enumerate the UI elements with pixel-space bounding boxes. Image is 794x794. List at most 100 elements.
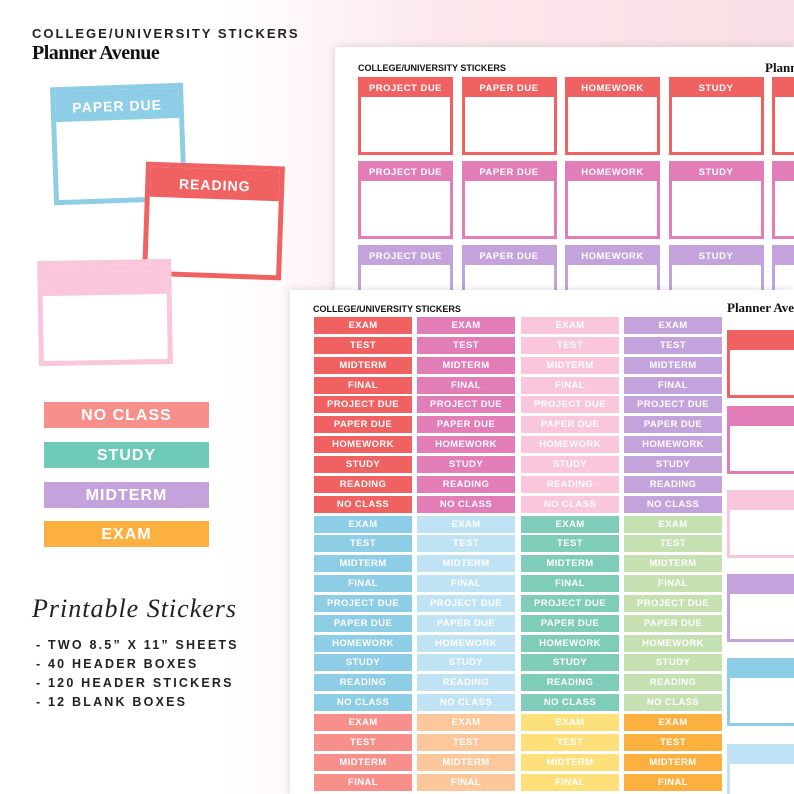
label-sticker: STUDY xyxy=(624,654,722,672)
label-sticker: MIDTERM xyxy=(44,482,209,508)
label-sticker: EXAM xyxy=(624,714,722,731)
label-sticker: NO CLASS xyxy=(417,694,515,712)
sticker-box xyxy=(772,77,794,155)
blank-box-band xyxy=(730,333,794,350)
sticker-box-label: HOMEWORK xyxy=(568,164,657,181)
sticker-box-label: PAPER DUE xyxy=(464,80,554,97)
label-sticker: TEST xyxy=(624,733,722,751)
label-sticker: PAPER DUE xyxy=(624,416,722,434)
label-sticker: TEST xyxy=(314,336,412,354)
label-sticker: READING xyxy=(417,674,515,692)
sticker-box: HOMEWORK xyxy=(565,77,660,155)
blank-box xyxy=(727,490,794,558)
label-sticker: TEST xyxy=(417,733,515,751)
sticker-box-label: PAPER DUE xyxy=(464,248,554,265)
sheet-title: COLLEGE/UNIVERSITY STICKERS xyxy=(358,63,506,73)
label-sticker: READING xyxy=(624,674,722,692)
label-sticker: STUDY xyxy=(521,455,619,473)
blank-box xyxy=(727,574,794,642)
label-sticker: EXAM xyxy=(314,714,412,731)
label-sticker: TEST xyxy=(314,733,412,751)
label-sticker: EXAM xyxy=(417,317,515,334)
label-sticker: NO CLASS xyxy=(521,694,619,712)
label-sticker: FINAL xyxy=(624,575,722,593)
sticker-box-label: STUDY xyxy=(671,248,761,265)
sticker-box: HOMEWORK xyxy=(565,161,660,239)
label-sticker: TEST xyxy=(314,535,412,553)
label-sticker: FINAL xyxy=(417,376,515,394)
label-sticker: READING xyxy=(314,674,412,692)
label-sticker: MIDTERM xyxy=(624,555,722,573)
label-sticker: HOMEWORK xyxy=(521,436,619,454)
sticker-box: PAPER DUE xyxy=(461,77,557,155)
label-sticker: TEST xyxy=(521,535,619,553)
label-sticker: PAPER DUE xyxy=(417,416,515,434)
label-sticker: PROJECT DUE xyxy=(624,396,722,414)
label-sticker: NO CLASS xyxy=(417,495,515,513)
label-sticker: FINAL xyxy=(521,376,619,394)
label-sticker: READING xyxy=(521,475,619,493)
label-sticker: FINAL xyxy=(624,773,722,791)
sheet-preview: COLLEGE/UNIVERSITY STICKERS Planner Aven… xyxy=(290,290,794,794)
label-sticker: EXAM xyxy=(417,714,515,731)
label-sticker: NO CLASS xyxy=(44,402,209,428)
feature: - 12 BLANK BOXES xyxy=(36,695,188,709)
label-sticker: NO CLASS xyxy=(314,694,412,712)
blank-box xyxy=(727,330,794,398)
label-sticker: STUDY xyxy=(44,442,209,468)
label-sticker: READING xyxy=(624,475,722,493)
label-sticker: READING xyxy=(521,674,619,692)
label-sticker: NO CLASS xyxy=(624,694,722,712)
label-sticker: PROJECT DUE xyxy=(417,594,515,612)
blank-box-band xyxy=(730,493,794,510)
sticker-box-label: HOMEWORK xyxy=(568,80,657,97)
label-sticker: EXAM xyxy=(314,317,412,334)
sticker-box-label xyxy=(775,248,794,265)
sticker-box xyxy=(772,161,794,239)
label-sticker: PAPER DUE xyxy=(417,614,515,632)
sticker-box: PROJECT DUE xyxy=(358,161,453,239)
label-sticker: READING xyxy=(417,475,515,493)
blank-box xyxy=(727,406,794,474)
label-sticker: MIDTERM xyxy=(521,356,619,374)
label-sticker: TEST xyxy=(624,535,722,553)
label-sticker: EXAM xyxy=(521,714,619,731)
label-sticker: TEST xyxy=(521,336,619,354)
blank-box xyxy=(727,744,794,794)
sheet-title: COLLEGE/UNIVERSITY STICKERS xyxy=(313,304,461,314)
label-sticker: FINAL xyxy=(417,575,515,593)
subtitle: COLLEGE/UNIVERSITY STICKERS xyxy=(32,26,300,41)
label-sticker: PROJECT DUE xyxy=(314,396,412,414)
label-sticker: STUDY xyxy=(314,654,412,672)
sticker-box-label: HOMEWORK xyxy=(568,248,657,265)
label-sticker: PAPER DUE xyxy=(521,614,619,632)
blank-box-band xyxy=(730,747,794,764)
blank-box-band xyxy=(42,263,167,297)
label-sticker: PROJECT DUE xyxy=(624,594,722,612)
label-sticker: HOMEWORK xyxy=(624,436,722,454)
sheet-brand: Planner Avenue xyxy=(727,300,794,315)
label-sticker: MIDTERM xyxy=(521,753,619,771)
label-sticker: PAPER DUE xyxy=(624,614,722,632)
label-sticker: FINAL xyxy=(417,773,515,791)
header-box-label: READING xyxy=(149,166,280,202)
sticker-box: STUDY xyxy=(668,161,764,239)
label-sticker: FINAL xyxy=(521,575,619,593)
label-sticker: TEST xyxy=(521,733,619,751)
label-sticker: MIDTERM xyxy=(624,753,722,771)
blank-box xyxy=(37,258,173,367)
label-sticker: TEST xyxy=(624,336,722,354)
label-sticker: HOMEWORK xyxy=(417,634,515,652)
label-sticker: PAPER DUE xyxy=(521,416,619,434)
sticker-box-label: STUDY xyxy=(671,164,761,181)
sticker-box-label: STUDY xyxy=(671,80,761,97)
label-sticker: MIDTERM xyxy=(417,555,515,573)
label-sticker: EXAM xyxy=(624,515,722,533)
label-sticker: TEST xyxy=(417,535,515,553)
label-sticker: EXAM xyxy=(44,521,209,547)
label-sticker: FINAL xyxy=(314,575,412,593)
label-sticker: EXAM xyxy=(521,317,619,334)
sticker-box-label: PROJECT DUE xyxy=(361,164,450,181)
label-sticker: MIDTERM xyxy=(314,356,412,374)
sticker-box-label: PAPER DUE xyxy=(464,164,554,181)
